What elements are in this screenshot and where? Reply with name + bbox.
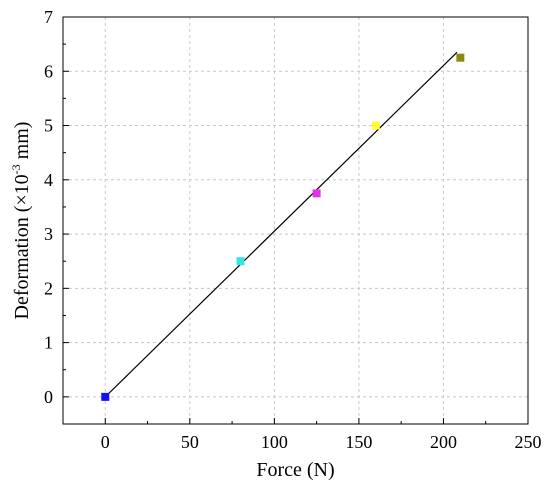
x-tick-label: 100 — [261, 432, 288, 452]
fit-line — [104, 51, 458, 398]
data-point — [371, 121, 380, 130]
y-axis-label-suffix: mm) — [11, 122, 33, 165]
data-point — [312, 189, 321, 198]
y-axis-label: Deformation (×10-3 mm) — [9, 122, 33, 320]
x-tick-label: 0 — [101, 432, 110, 452]
data-point — [101, 392, 110, 401]
plot-frame — [62, 16, 529, 425]
x-tick-label: 50 — [181, 432, 199, 452]
grid — [63, 17, 528, 424]
data-point — [456, 53, 465, 62]
x-tick-label: 200 — [430, 432, 457, 452]
axis-ticks: 0 50 100 150 200 250 0 1 2 3 4 5 6 7 — [44, 7, 542, 452]
y-tick-label: 1 — [44, 333, 53, 353]
x-tick-label: 150 — [345, 432, 372, 452]
x-tick-label: 250 — [515, 432, 542, 452]
y-tick-label: 2 — [44, 278, 53, 298]
y-tick-label: 4 — [44, 170, 53, 190]
y-tick-label: 0 — [44, 387, 53, 407]
data-points — [101, 53, 465, 401]
y-axis-label-exponent: -3 — [9, 164, 23, 174]
y-tick-label: 3 — [44, 224, 53, 244]
y-tick-label: 6 — [44, 61, 53, 81]
y-tick-label: 7 — [44, 7, 53, 27]
y-axis-label-prefix: Deformation (×10 — [11, 174, 33, 319]
fit-line-layer — [104, 51, 458, 398]
y-tick-label: 5 — [44, 116, 53, 136]
x-axis-label: Force (N) — [256, 459, 334, 481]
data-point — [236, 257, 245, 266]
